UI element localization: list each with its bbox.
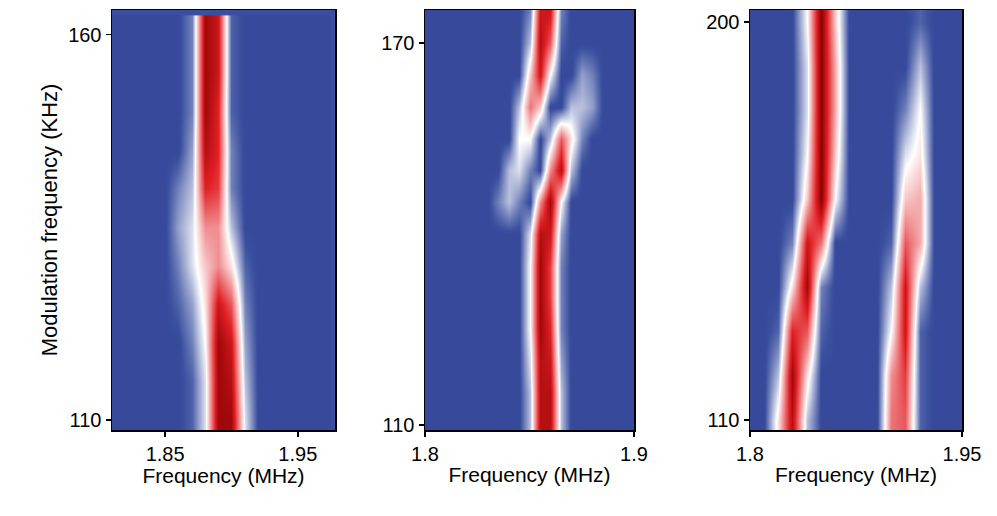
svg-text:1.95: 1.95 bbox=[278, 443, 317, 465]
svg-text:1.85: 1.85 bbox=[146, 443, 185, 465]
svg-text:Frequency (MHz): Frequency (MHz) bbox=[775, 463, 937, 486]
svg-text:160: 160 bbox=[68, 24, 101, 46]
svg-text:170: 170 bbox=[381, 32, 414, 54]
svg-text:110: 110 bbox=[383, 414, 415, 436]
svg-text:1.8: 1.8 bbox=[736, 443, 764, 465]
svg-text:Modulation frequency (KHz): Modulation frequency (KHz) bbox=[37, 84, 62, 357]
svg-text:Frequency (MHz): Frequency (MHz) bbox=[142, 465, 304, 488]
svg-text:1.95: 1.95 bbox=[943, 443, 982, 465]
svg-text:110: 110 bbox=[70, 409, 102, 431]
svg-text:110: 110 bbox=[708, 409, 740, 431]
svg-text:1.8: 1.8 bbox=[411, 443, 439, 465]
svg-text:1.9: 1.9 bbox=[620, 443, 648, 465]
svg-text:200: 200 bbox=[706, 11, 739, 33]
svg-text:Frequency (MHz): Frequency (MHz) bbox=[448, 463, 610, 486]
